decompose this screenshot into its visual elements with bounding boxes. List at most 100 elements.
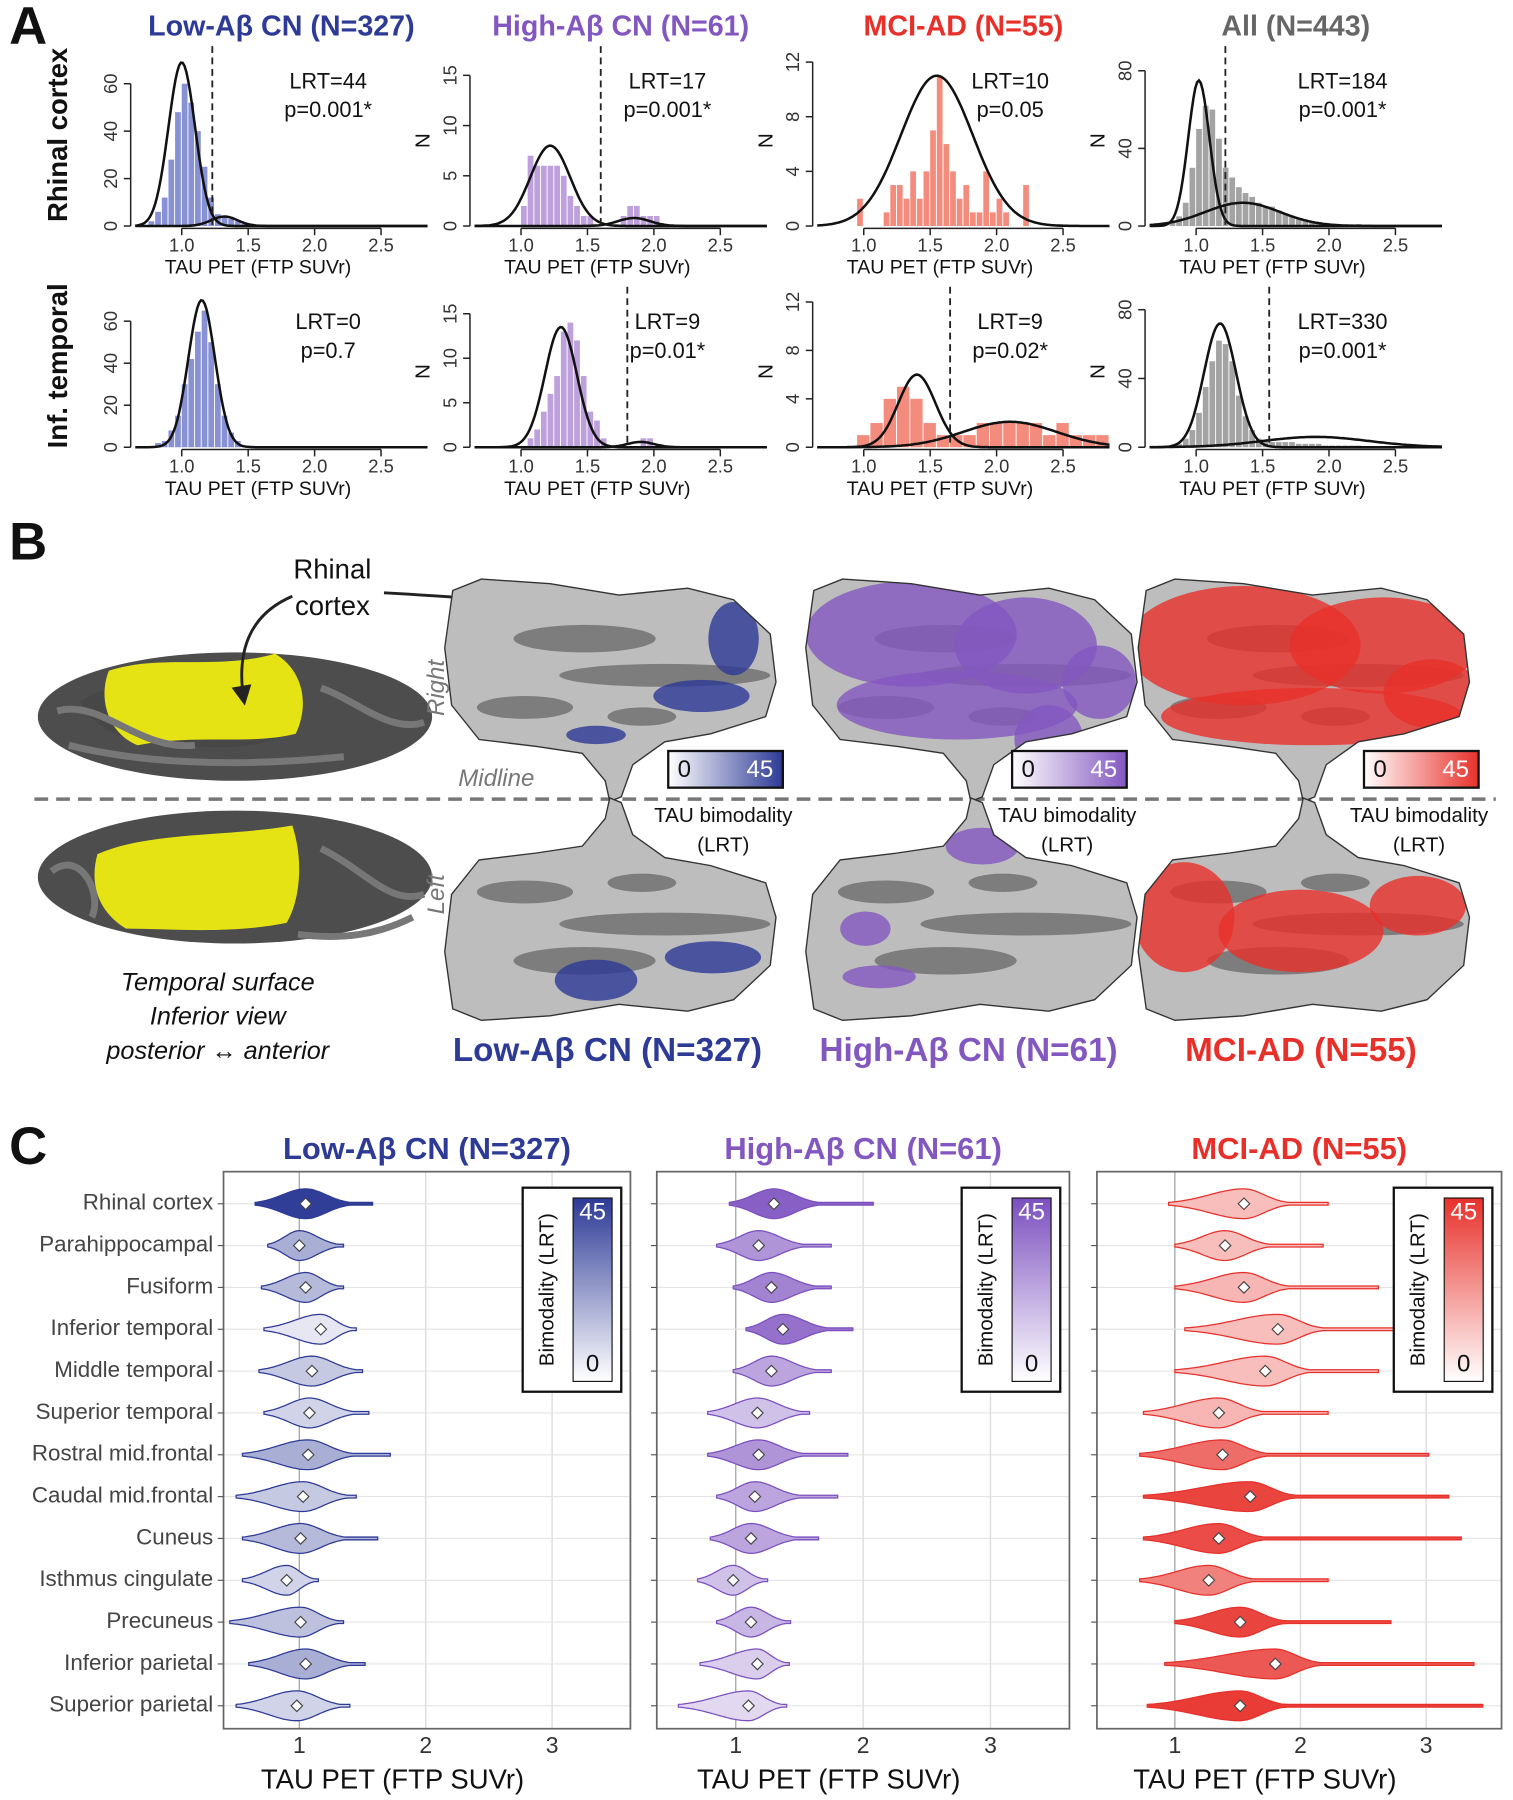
histogram-bar bbox=[950, 171, 956, 227]
histogram-bar bbox=[560, 331, 567, 448]
y-tick-label: 80 bbox=[1115, 300, 1136, 320]
sulcus bbox=[607, 707, 677, 726]
histogram-bar bbox=[1023, 185, 1029, 227]
histogram-bar bbox=[547, 165, 554, 227]
y-tick-label: 15 bbox=[439, 65, 460, 85]
bimodality-blob bbox=[1138, 585, 1361, 706]
median-diamond bbox=[1212, 1531, 1226, 1545]
median-diamond bbox=[767, 1197, 781, 1211]
mixture-curve bbox=[1149, 201, 1442, 228]
x-tick-label: 3 bbox=[1420, 1732, 1433, 1758]
median-diamond bbox=[744, 1531, 758, 1545]
bimodality-blob bbox=[566, 725, 626, 745]
mixture-curve bbox=[474, 440, 767, 449]
histogram-bar bbox=[943, 144, 950, 227]
violin bbox=[732, 1271, 832, 1303]
histogram-bar bbox=[910, 171, 916, 227]
histogram-bar bbox=[1236, 395, 1242, 448]
histogram-bar bbox=[188, 102, 195, 227]
histogram-bar bbox=[168, 159, 175, 227]
x-tick-label: 2.5 bbox=[368, 235, 393, 256]
annotation: LRT=10 bbox=[971, 69, 1049, 94]
colorbar bbox=[1443, 1197, 1484, 1382]
category-label: Isthmus cingulate bbox=[39, 1566, 213, 1591]
median-diamond bbox=[1218, 1239, 1232, 1253]
flat-map bbox=[805, 797, 1138, 1021]
colorbar-label: TAU bimodality bbox=[1350, 804, 1489, 827]
annotation: p=0.02* bbox=[972, 338, 1048, 363]
category-label: Inferior temporal bbox=[51, 1315, 214, 1340]
histogram-bar bbox=[1269, 442, 1275, 448]
mixture-curve bbox=[474, 144, 767, 228]
row-label: Rhinal cortex bbox=[42, 47, 73, 222]
mixture-curve bbox=[474, 216, 767, 228]
histogram-bar bbox=[534, 165, 541, 227]
histogram-bar bbox=[956, 198, 963, 227]
histogram-bar bbox=[1262, 206, 1269, 227]
histogram-bar bbox=[1269, 206, 1275, 227]
temporal-brain-top bbox=[37, 652, 433, 781]
histogram-bar bbox=[580, 215, 587, 227]
annotation: LRT=9 bbox=[635, 309, 701, 334]
y-tick-label: 40 bbox=[100, 121, 121, 141]
panel-frame bbox=[1096, 1170, 1503, 1730]
flat-map bbox=[444, 797, 776, 1021]
x-tick-label: 2 bbox=[857, 1732, 870, 1758]
sulcus bbox=[920, 912, 1132, 936]
category-label: Parahippocampal bbox=[39, 1231, 213, 1256]
sulcus bbox=[476, 880, 574, 904]
histogram-bar bbox=[1229, 177, 1236, 227]
category-label: Superior parietal bbox=[49, 1692, 213, 1717]
x-tick-label: 1.5 bbox=[917, 235, 942, 256]
histogram-bar bbox=[883, 212, 890, 227]
panel-label: B bbox=[9, 513, 47, 572]
x-tick-label: 1 bbox=[1168, 1732, 1181, 1758]
histogram-bar bbox=[587, 215, 594, 227]
bimodality-blob bbox=[1369, 875, 1467, 936]
midline-label: Midline bbox=[458, 765, 534, 792]
x-axis-label: TAU PET (FTP SUVr) bbox=[504, 257, 690, 279]
violin bbox=[677, 1690, 788, 1722]
annotation: LRT=17 bbox=[629, 69, 707, 94]
x-tick-label: 2.5 bbox=[1050, 456, 1075, 477]
column-title: All (N=443) bbox=[1221, 10, 1370, 42]
mixture-curve bbox=[817, 373, 1110, 449]
mixture-curve bbox=[474, 325, 767, 449]
bimodality-blob bbox=[954, 597, 1097, 694]
histogram-bar bbox=[1043, 435, 1056, 448]
bimodality-blob bbox=[1138, 862, 1235, 973]
y-tick-label: 0 bbox=[782, 442, 803, 452]
sulcus bbox=[874, 946, 1017, 975]
colorbar-label: (LRT) bbox=[1041, 834, 1093, 857]
colorbar-tick-label: 45 bbox=[1442, 756, 1469, 783]
histogram-bar bbox=[580, 376, 587, 448]
histogram-bar bbox=[1182, 438, 1189, 448]
x-tick-label: 2.0 bbox=[1316, 235, 1341, 256]
y-axis-label: N bbox=[1087, 364, 1110, 379]
category-label: Superior temporal bbox=[36, 1399, 214, 1424]
histogram-bar bbox=[201, 310, 208, 448]
median-diamond bbox=[1202, 1573, 1216, 1587]
violin bbox=[1139, 1439, 1430, 1471]
histogram-bar bbox=[903, 198, 910, 227]
histogram-bar bbox=[594, 420, 600, 448]
y-tick-label: 0 bbox=[782, 221, 803, 231]
flat-map bbox=[1138, 579, 1470, 802]
x-axis-label: TAU PET (FTP SUVr) bbox=[697, 1764, 960, 1795]
x-axis-label: TAU PET (FTP SUVr) bbox=[504, 478, 690, 500]
colorbar-tick-label: 0 bbox=[1025, 1351, 1038, 1378]
histogram-bar bbox=[161, 197, 168, 227]
sulcus bbox=[607, 873, 677, 892]
annotation: LRT=330 bbox=[1298, 309, 1388, 334]
histogram-bar bbox=[1295, 218, 1302, 227]
histogram-bar bbox=[620, 215, 627, 227]
category-label: Middle temporal bbox=[54, 1357, 213, 1382]
y-axis-label: N bbox=[412, 364, 435, 379]
column-title: MCI-AD (N=55) bbox=[864, 10, 1064, 42]
x-tick-label: 2.5 bbox=[1050, 235, 1075, 256]
y-tick-label: 0 bbox=[100, 221, 121, 231]
y-tick-label: 15 bbox=[439, 304, 460, 324]
histogram-bar bbox=[653, 215, 660, 227]
